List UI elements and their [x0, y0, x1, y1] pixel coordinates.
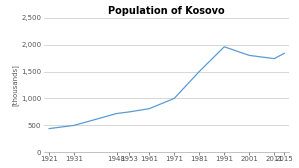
Y-axis label: [thousands]: [thousands] — [12, 64, 18, 106]
Title: Population of Kosovo: Population of Kosovo — [108, 6, 225, 16]
